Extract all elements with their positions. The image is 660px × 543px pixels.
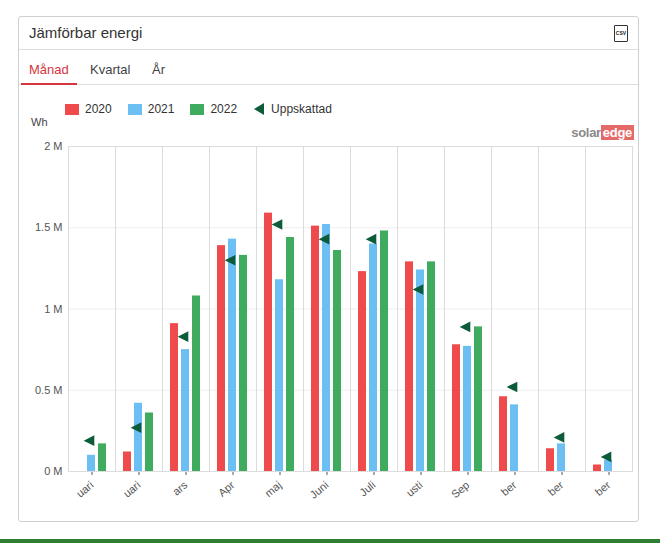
svg-text:2 M: 2 M [44, 140, 62, 152]
svg-text:0 M: 0 M [44, 465, 62, 477]
html-text:CSV: CSV [615, 30, 627, 36]
html-text:solar edge: solar edge [571, 125, 632, 140]
html-text:Uppskattad: Uppskattad [271, 102, 332, 116]
svg-text:0.5 M: 0.5 M [35, 384, 63, 396]
svg-text:uari: uari [121, 479, 143, 500]
svg-text:uari: uari [74, 479, 96, 500]
svg-text:usti: usti [404, 479, 425, 499]
svg-text:Apr: Apr [216, 478, 237, 498]
svg-text:ber: ber [546, 478, 566, 498]
svg-text:Sep: Sep [449, 479, 472, 501]
svg-text:Juni: Juni [307, 479, 330, 501]
html-text:Månad: Månad [29, 62, 69, 77]
html-text:2020: 2020 [85, 102, 112, 116]
html-text:Wh: Wh [31, 116, 48, 128]
html-text:2021: 2021 [147, 102, 175, 116]
html-text:Jämförbar energi: Jämförbar energi [29, 24, 143, 41]
svg-text:ars: ars [170, 478, 190, 497]
svg-text:ber: ber [499, 478, 519, 498]
html-text:Kvartal: Kvartal [90, 62, 131, 77]
html-text:År: År [152, 62, 165, 77]
svg-text:ber: ber [593, 478, 613, 498]
svg-text:1 M: 1 M [44, 303, 62, 315]
svg-text:maj: maj [262, 479, 283, 500]
svg-text:1.5 M: 1.5 M [35, 221, 63, 233]
html-text:2022: 2022 [210, 102, 238, 116]
svg-text:Juli: Juli [357, 479, 377, 499]
